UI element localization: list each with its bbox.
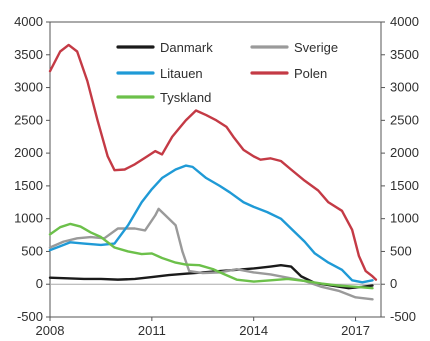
x-tick-label: 2008 xyxy=(36,323,65,338)
right-tick-label: 4000 xyxy=(390,14,419,29)
right-tick-label: 0 xyxy=(390,276,397,291)
right-tick-label: 1500 xyxy=(390,178,419,193)
left-tick-label: -500 xyxy=(17,309,43,324)
series-layer xyxy=(48,43,378,301)
right-tick-label: 2000 xyxy=(390,145,419,160)
right-tick-label: 3500 xyxy=(390,47,419,62)
sverige-legend-label: Sverige xyxy=(294,40,338,55)
danmark-legend-label: Danmark xyxy=(160,40,213,55)
right-tick-label: 3000 xyxy=(390,80,419,95)
left-tick-label: 3500 xyxy=(14,47,43,62)
right-tick-label: 1000 xyxy=(390,211,419,226)
litauen-legend-label: Litauen xyxy=(160,66,203,81)
sverige-series-line xyxy=(48,207,374,301)
left-tick-label: 3000 xyxy=(14,80,43,95)
right-y-axis-ticks: 4000 3500 3000 2500 2000 1500 1000 500 0 -500 xyxy=(381,14,419,324)
left-tick-label: 2500 xyxy=(14,112,43,127)
legend: Danmark Sverige Litauen Polen Tyskland xyxy=(116,40,338,105)
right-tick-label: -500 xyxy=(390,309,416,324)
plot-frame xyxy=(49,21,382,318)
x-tick-label: 2017 xyxy=(341,323,370,338)
polen-legend-label: Polen xyxy=(294,66,327,81)
left-tick-label: 0 xyxy=(36,276,43,291)
polen-series-line xyxy=(48,43,378,281)
left-tick-label: 1000 xyxy=(14,211,43,226)
left-tick-label: 4000 xyxy=(14,14,43,29)
left-tick-label: 500 xyxy=(21,243,43,258)
litauen-series-line xyxy=(48,164,374,284)
tyskland-series-line xyxy=(48,222,374,290)
tyskland-legend-label: Tyskland xyxy=(160,90,211,105)
left-y-axis-ticks: 4000 3500 3000 2500 2000 1500 1000 500 0 -500 xyxy=(14,14,50,324)
left-tick-label: 2000 xyxy=(14,145,43,160)
right-tick-label: 2500 xyxy=(390,112,419,127)
left-tick-label: 1500 xyxy=(14,178,43,193)
x-tick-label: 2011 xyxy=(138,323,166,338)
x-tick-label: 2014 xyxy=(239,323,268,338)
right-tick-label: 500 xyxy=(390,243,412,258)
x-axis-ticks: 2008 2011 2014 2017 xyxy=(36,317,370,338)
